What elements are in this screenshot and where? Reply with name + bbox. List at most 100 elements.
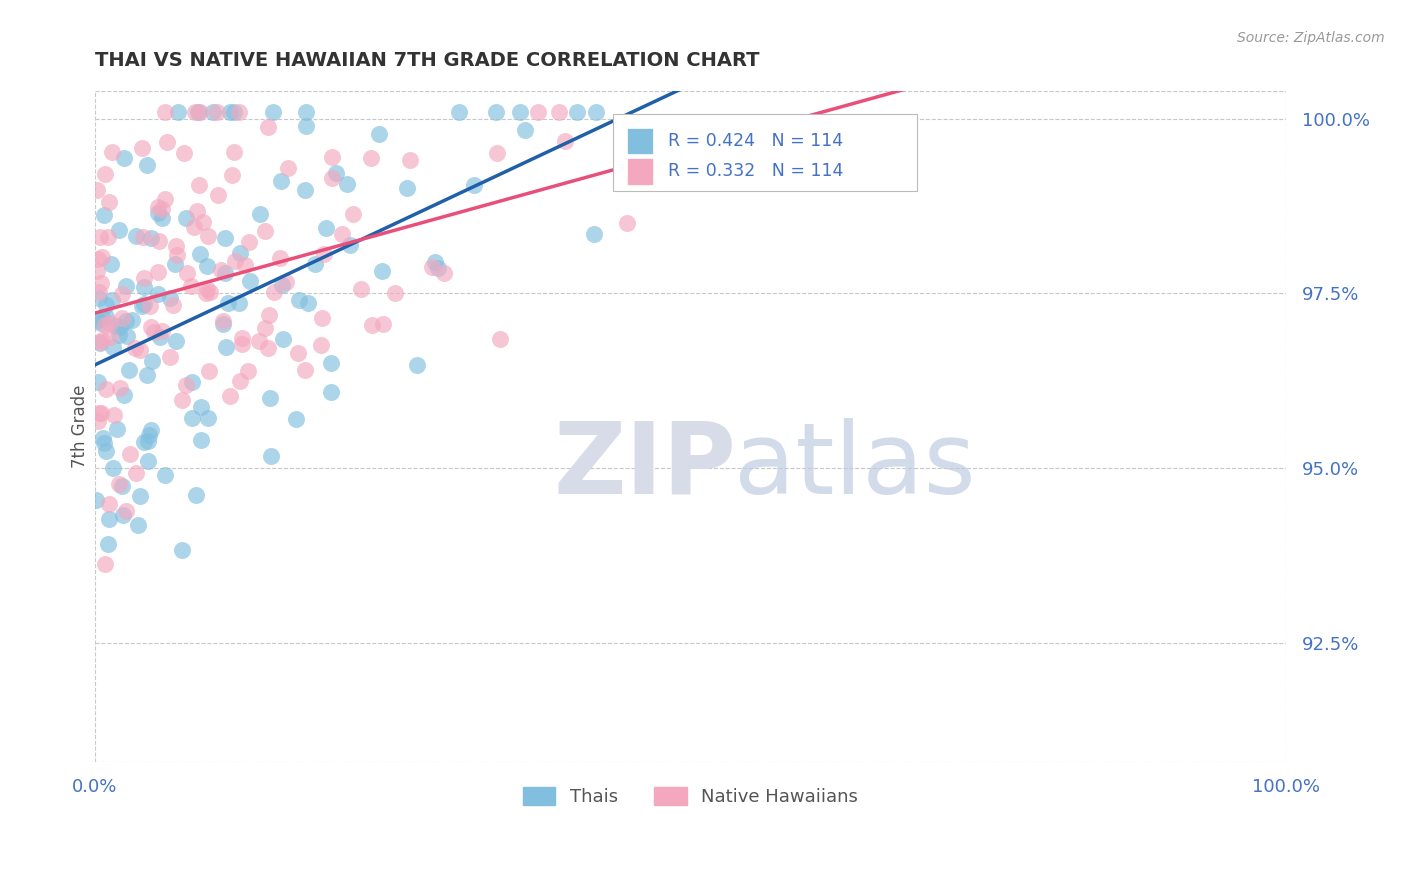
Point bbox=[395, 180, 418, 194]
Point bbox=[368, 127, 391, 141]
Point bbox=[420, 260, 443, 274]
Point bbox=[342, 207, 364, 221]
Point bbox=[174, 211, 197, 225]
Point bbox=[111, 310, 134, 325]
Point bbox=[526, 104, 548, 119]
Point bbox=[257, 308, 280, 322]
Point bbox=[219, 104, 242, 119]
Point bbox=[94, 318, 117, 333]
Point bbox=[93, 208, 115, 222]
Point bbox=[239, 274, 262, 288]
Point bbox=[125, 229, 148, 244]
Point bbox=[96, 229, 118, 244]
Point bbox=[186, 203, 208, 218]
Point bbox=[166, 104, 188, 119]
Point bbox=[87, 252, 110, 266]
Point bbox=[103, 461, 125, 475]
Point bbox=[262, 104, 284, 119]
Point bbox=[350, 282, 373, 296]
Point bbox=[139, 320, 162, 334]
Point bbox=[96, 298, 118, 312]
Text: ZIP: ZIP bbox=[554, 418, 737, 515]
Point bbox=[131, 299, 153, 313]
Point bbox=[195, 285, 218, 300]
Point bbox=[312, 246, 335, 260]
Point bbox=[426, 260, 449, 275]
Point bbox=[89, 285, 111, 299]
Point bbox=[125, 467, 148, 481]
Point bbox=[207, 104, 229, 119]
Point bbox=[136, 454, 159, 468]
Point bbox=[139, 231, 162, 245]
Point bbox=[115, 328, 138, 343]
Point bbox=[90, 276, 112, 290]
Point bbox=[124, 341, 146, 355]
Point bbox=[231, 336, 253, 351]
Point bbox=[486, 146, 509, 161]
Point bbox=[105, 422, 128, 436]
Point bbox=[103, 408, 125, 422]
Point bbox=[112, 508, 135, 522]
Point bbox=[184, 104, 207, 119]
Point bbox=[271, 332, 294, 346]
Point bbox=[159, 291, 181, 305]
Point bbox=[134, 297, 156, 311]
Point bbox=[190, 104, 212, 119]
Point bbox=[238, 235, 260, 249]
Point bbox=[211, 313, 233, 327]
Text: R = 0.332   N = 114: R = 0.332 N = 114 bbox=[668, 162, 844, 180]
Point bbox=[98, 497, 121, 511]
Point bbox=[150, 324, 173, 338]
Point bbox=[259, 391, 281, 405]
Point bbox=[228, 104, 250, 119]
Point bbox=[197, 411, 219, 425]
Point bbox=[98, 316, 121, 330]
Point bbox=[513, 123, 536, 137]
Point bbox=[215, 340, 238, 354]
Point bbox=[191, 215, 214, 229]
Point bbox=[96, 382, 118, 396]
Point bbox=[287, 346, 309, 360]
Point bbox=[361, 318, 384, 333]
Point bbox=[197, 228, 219, 243]
Point bbox=[399, 153, 422, 168]
Point bbox=[449, 104, 471, 119]
Point bbox=[297, 295, 319, 310]
Point bbox=[87, 414, 110, 428]
Point bbox=[315, 221, 337, 235]
Point bbox=[188, 247, 211, 261]
Point bbox=[146, 265, 169, 279]
Point bbox=[142, 325, 165, 339]
Point bbox=[703, 166, 725, 180]
Point bbox=[127, 517, 149, 532]
Point bbox=[257, 341, 280, 355]
Point bbox=[405, 358, 427, 372]
Point bbox=[270, 174, 292, 188]
Point bbox=[195, 260, 218, 274]
Point bbox=[260, 449, 283, 463]
Point bbox=[84, 492, 107, 507]
Point bbox=[149, 330, 172, 344]
Point bbox=[212, 317, 235, 331]
Point bbox=[108, 320, 131, 334]
Point bbox=[548, 104, 571, 119]
Point bbox=[101, 340, 124, 354]
Point bbox=[150, 211, 173, 225]
Point bbox=[87, 407, 110, 421]
Point bbox=[150, 202, 173, 216]
Point bbox=[195, 282, 218, 296]
Point bbox=[256, 120, 278, 135]
Point bbox=[112, 388, 135, 402]
Point bbox=[108, 327, 131, 342]
Point bbox=[94, 168, 117, 182]
Point bbox=[94, 557, 117, 571]
Point bbox=[304, 257, 326, 271]
Point bbox=[100, 257, 122, 271]
Text: atlas: atlas bbox=[734, 418, 976, 515]
Point bbox=[172, 393, 194, 408]
Point bbox=[110, 479, 132, 493]
Point bbox=[86, 183, 108, 197]
FancyBboxPatch shape bbox=[627, 158, 654, 185]
Point bbox=[197, 364, 219, 378]
Point bbox=[249, 207, 271, 221]
